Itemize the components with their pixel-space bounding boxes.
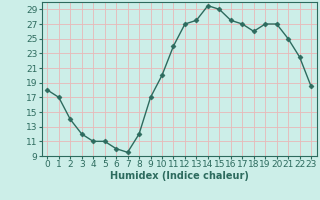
X-axis label: Humidex (Indice chaleur): Humidex (Indice chaleur) (110, 171, 249, 181)
